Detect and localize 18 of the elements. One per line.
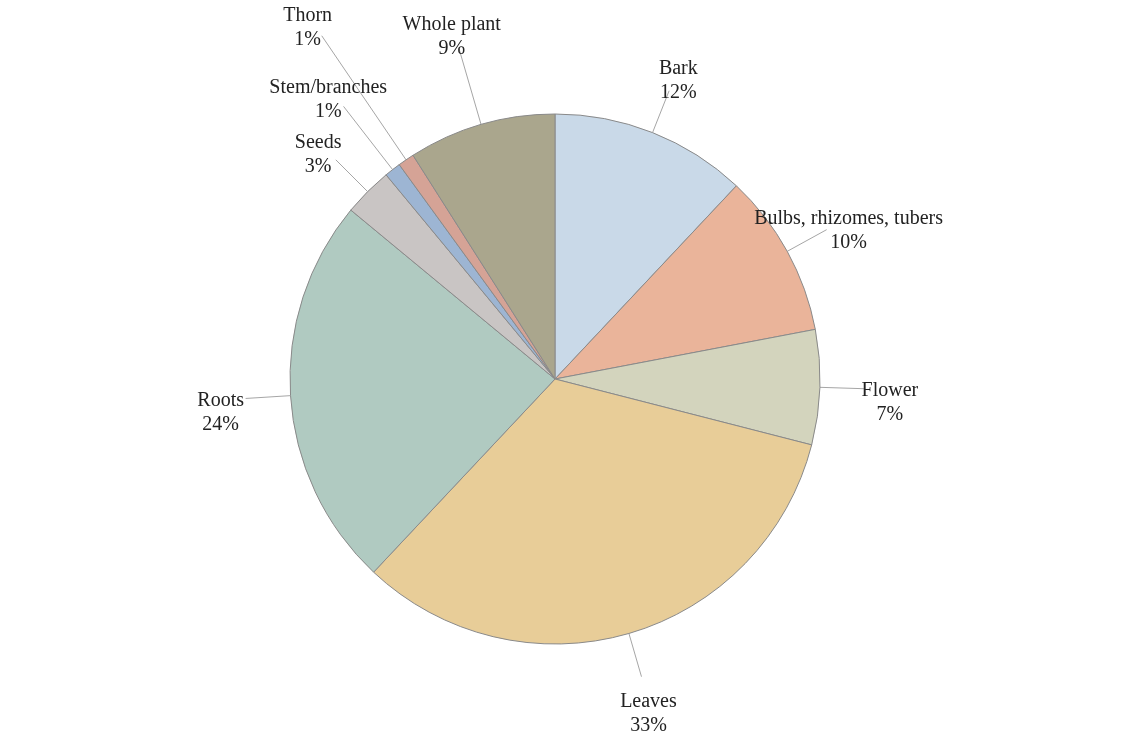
data-label: 1% — [294, 27, 322, 50]
data-label: 10% — [830, 229, 867, 252]
slice-label: Whole plant — [402, 11, 502, 35]
data-label: 24% — [202, 412, 239, 435]
slice-label: Flower — [861, 377, 919, 400]
slice-label: Bulbs, rhizomes, tubers — [754, 205, 944, 228]
slice-label: Seeds — [294, 130, 342, 153]
slice-label: Leaves — [620, 688, 677, 711]
slice-label: Thorn — [283, 3, 333, 26]
data-label: 12% — [659, 79, 697, 102]
data-label: 9% — [438, 35, 466, 58]
slice-label: Bark — [658, 55, 698, 78]
data-label: 1% — [314, 98, 342, 121]
data-label: 3% — [304, 154, 332, 177]
slice-label: Stem/branches — [269, 74, 388, 97]
slice-label: Roots — [197, 388, 245, 411]
data-label: 33% — [630, 712, 667, 731]
data-label: 7% — [876, 401, 904, 424]
